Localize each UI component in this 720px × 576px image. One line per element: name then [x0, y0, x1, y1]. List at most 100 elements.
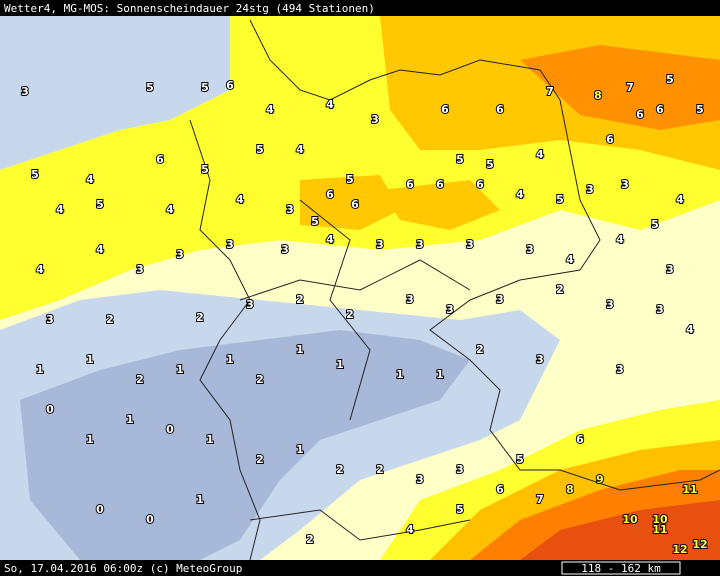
- station-value: 3: [21, 85, 29, 98]
- station-value: 5: [456, 503, 464, 516]
- station-value: 4: [616, 233, 624, 246]
- station-value: 5: [201, 81, 209, 94]
- station-value: 3: [536, 353, 544, 366]
- station-value: 5: [696, 103, 704, 116]
- station-value: 1: [226, 353, 234, 366]
- station-value: 4: [296, 143, 304, 156]
- station-value: 3: [286, 203, 294, 216]
- station-value: 5: [666, 73, 674, 86]
- station-value: 8: [594, 89, 602, 102]
- border-east: [429, 99, 720, 491]
- station-value: 3: [446, 303, 454, 316]
- station-value: 8: [566, 483, 574, 496]
- header-title: Wetter4, MG-MOS: Sonnenscheindauer 24stg…: [4, 2, 375, 15]
- station-value: 3: [616, 363, 624, 376]
- station-value: 1: [86, 353, 94, 366]
- station-value: 0: [46, 403, 54, 416]
- station-value: 3: [526, 243, 534, 256]
- station-value: 7: [626, 81, 634, 94]
- station-value: 3: [176, 248, 184, 261]
- station-value: 2: [346, 308, 354, 321]
- station-value: 4: [676, 193, 684, 206]
- station-value: 2: [476, 343, 484, 356]
- header-bar: [0, 0, 720, 16]
- station-value: 1: [86, 433, 94, 446]
- zone-lightblue: [0, 16, 250, 170]
- station-value: 3: [666, 263, 674, 276]
- station-value: 6: [351, 198, 359, 211]
- station-value: 1: [336, 358, 344, 371]
- station-value: 4: [536, 148, 544, 161]
- station-value: 3: [416, 473, 424, 486]
- station-value: 4: [166, 203, 174, 216]
- station-value: 5: [556, 193, 564, 206]
- footer-bar: [0, 560, 720, 576]
- station-value: 4: [266, 103, 274, 116]
- station-value: 4: [326, 98, 334, 111]
- station-value: 6: [606, 133, 614, 146]
- station-value: 3: [606, 298, 614, 311]
- station-value: 1: [126, 413, 134, 426]
- station-value: 4: [406, 523, 414, 536]
- station-value: 3: [621, 178, 629, 191]
- station-value: 12: [672, 543, 687, 556]
- station-value: 5: [456, 153, 464, 166]
- station-value: 10: [622, 513, 638, 526]
- station-value: 11: [652, 523, 667, 536]
- station-value: 2: [136, 373, 144, 386]
- station-value: 6: [326, 188, 334, 201]
- zone-darkorange: [520, 45, 720, 130]
- station-value: 7: [546, 85, 554, 98]
- station-value: 6: [636, 108, 644, 121]
- station-value: 4: [86, 173, 94, 186]
- station-value: 2: [106, 313, 114, 326]
- station-value: 3: [656, 303, 664, 316]
- station-value: 3: [466, 238, 474, 251]
- station-value: 3: [371, 113, 379, 126]
- station-value: 11: [682, 483, 697, 496]
- station-value: 5: [516, 453, 524, 466]
- border-west: [189, 119, 261, 561]
- station-value: 10: [652, 513, 668, 526]
- station-value: 5: [651, 218, 659, 231]
- station-value: 4: [96, 243, 104, 256]
- station-value: 3: [246, 298, 254, 311]
- station-value: 3: [136, 263, 144, 276]
- station-value: 4: [326, 233, 334, 246]
- station-value: 3: [46, 313, 54, 326]
- station-value: 7: [536, 493, 544, 506]
- station-value: 6: [406, 178, 414, 191]
- station-value: 2: [256, 373, 264, 386]
- scale-label: 118 - 162 km: [581, 562, 661, 575]
- station-value: 1: [296, 343, 304, 356]
- station-value: 3: [376, 238, 384, 251]
- station-value: 1: [436, 368, 444, 381]
- station-value: 1: [296, 443, 304, 456]
- station-value: 6: [441, 103, 449, 116]
- station-value: 5: [256, 143, 264, 156]
- station-value: 6: [436, 178, 444, 191]
- station-value: 6: [576, 433, 584, 446]
- station-value: 6: [226, 79, 234, 92]
- station-value: 3: [456, 463, 464, 476]
- station-value: 4: [686, 323, 694, 336]
- station-value: 6: [476, 178, 484, 191]
- station-value: 4: [516, 188, 524, 201]
- station-value: 2: [376, 463, 384, 476]
- station-value: 1: [36, 363, 44, 376]
- station-value: 4: [236, 193, 244, 206]
- station-value: 4: [566, 253, 574, 266]
- station-value: 9: [596, 473, 604, 486]
- zone-orange-center: [380, 180, 500, 230]
- station-value: 6: [496, 103, 504, 116]
- station-value: 3: [496, 293, 504, 306]
- station-value: 6: [496, 483, 504, 496]
- station-value: 3: [226, 238, 234, 251]
- station-value: 0: [166, 423, 174, 436]
- station-value: 1: [176, 363, 184, 376]
- station-value: 3: [586, 183, 594, 196]
- station-value: 5: [96, 198, 104, 211]
- station-value: 5: [311, 215, 319, 228]
- station-value: 2: [336, 463, 344, 476]
